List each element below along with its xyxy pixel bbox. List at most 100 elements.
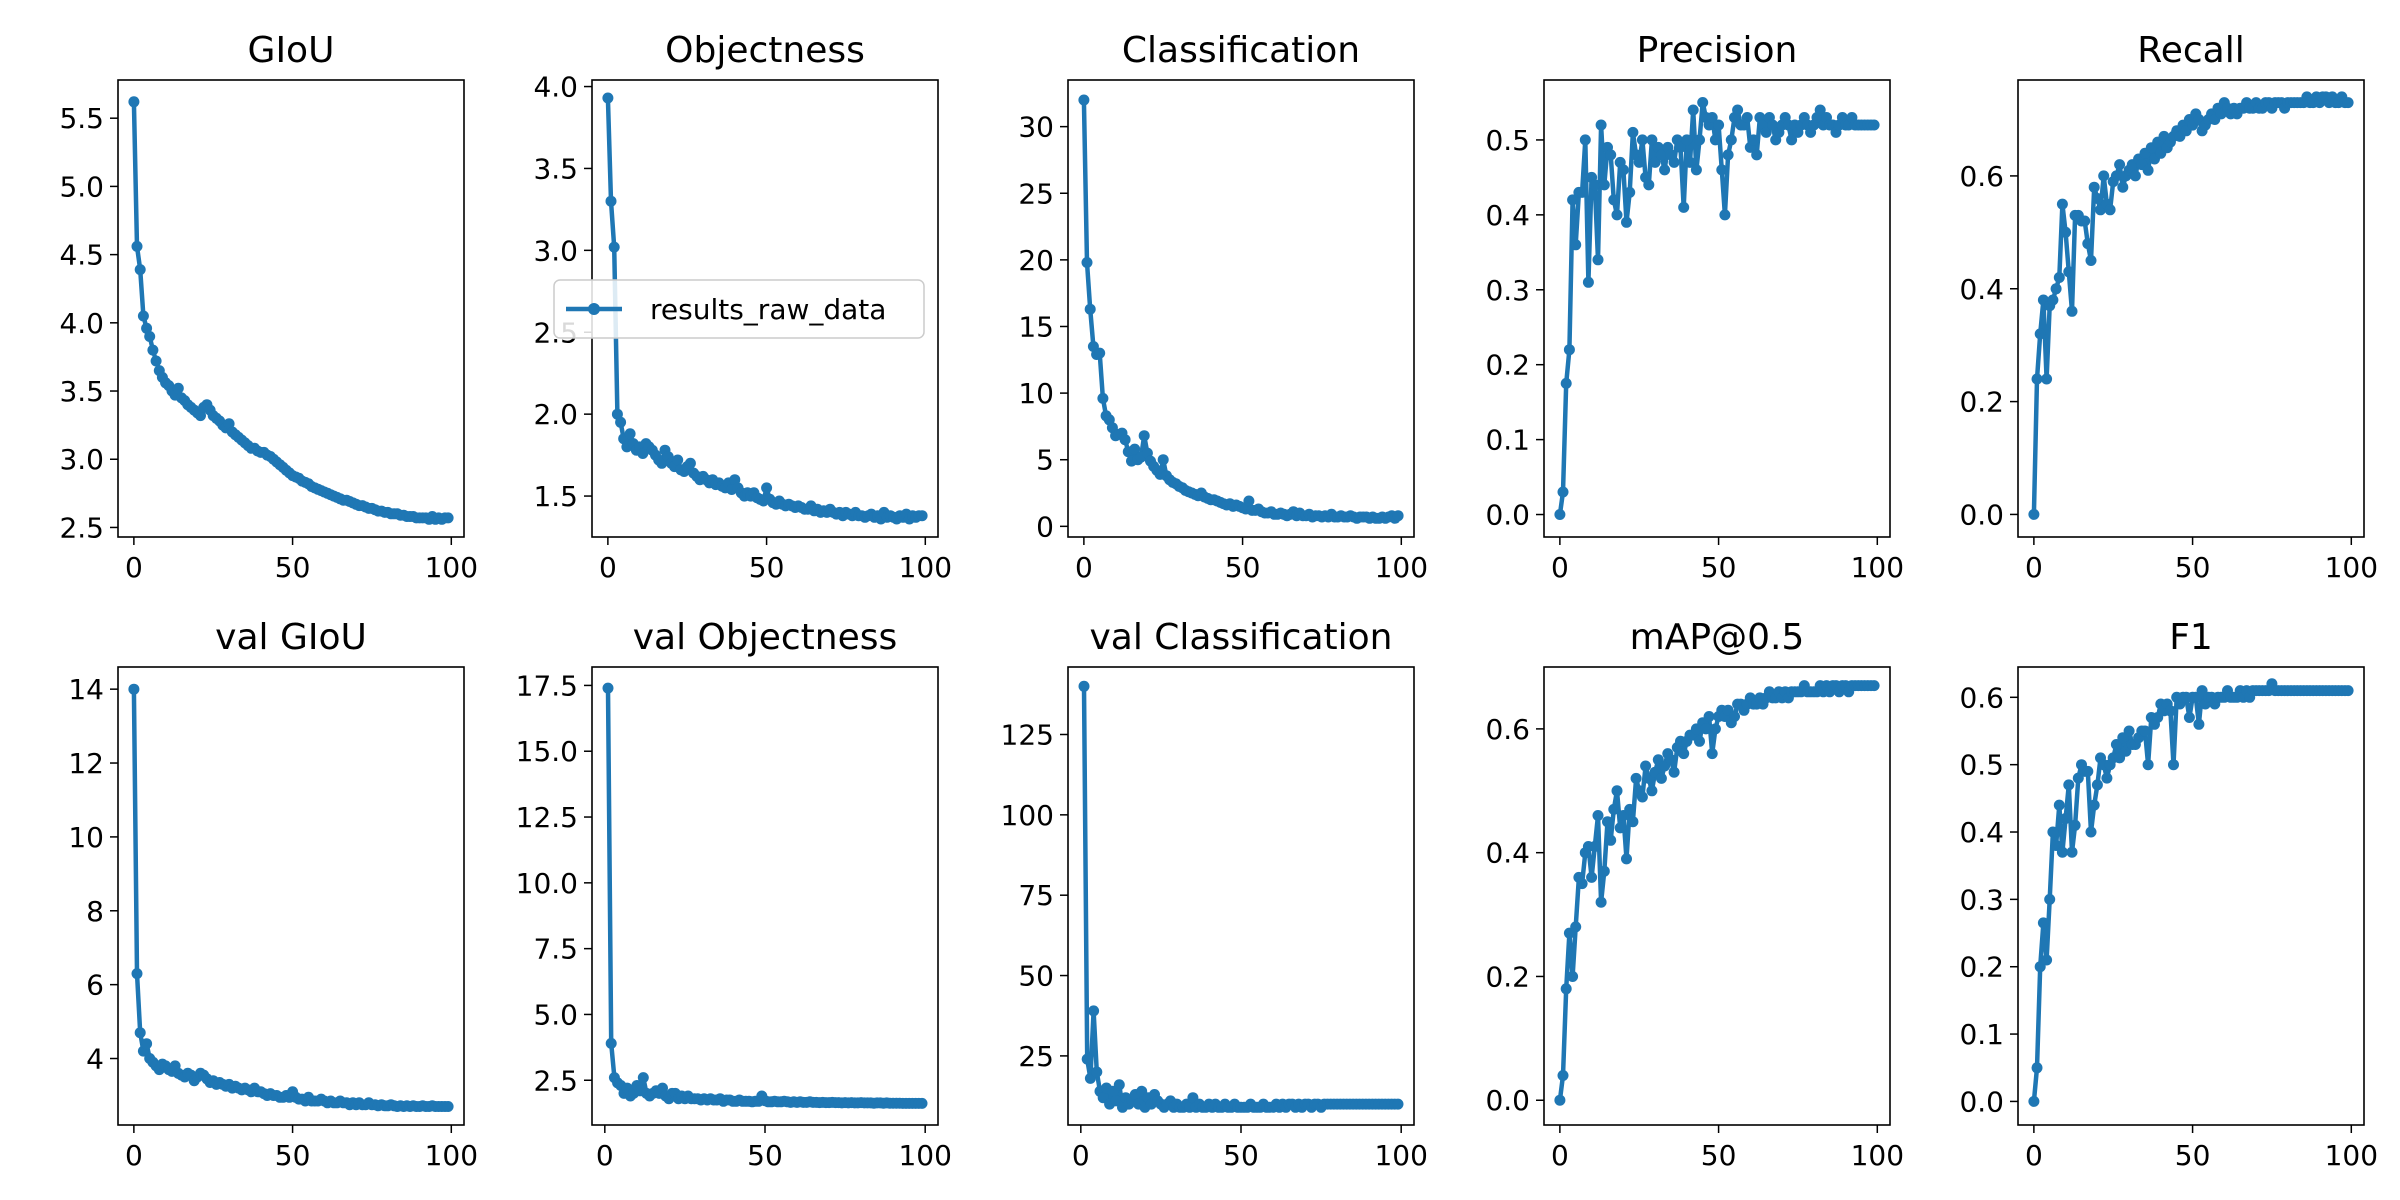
data-point — [1608, 803, 1620, 815]
data-point — [1668, 156, 1680, 168]
data-point — [172, 382, 184, 394]
y-tick-label: 4.5 — [59, 239, 104, 272]
y-tick-label: 0 — [1036, 510, 1054, 543]
y-tick-label: 0.1 — [1959, 1018, 2004, 1051]
data-point — [1129, 443, 1141, 455]
data-point — [684, 457, 696, 469]
data-point — [1725, 134, 1737, 146]
x-tick-label: 100 — [1851, 551, 1904, 584]
y-tick-label: 12.5 — [516, 801, 578, 834]
data-point — [2063, 779, 2075, 791]
data-point — [442, 1101, 454, 1112]
data-point — [2342, 97, 2354, 109]
y-tick-label: 0.1 — [1485, 424, 1530, 457]
y-tick-label: 5.5 — [59, 102, 104, 135]
legend: results_raw_data — [553, 279, 925, 339]
data-point — [1614, 822, 1626, 834]
data-point — [141, 1038, 153, 1050]
data-point — [2085, 826, 2097, 838]
y-tick-label: 3.0 — [533, 234, 578, 267]
data-point — [144, 331, 156, 342]
panel-recall: Recall 0 50 100 0.0 0.2 0.4 0.6 — [1959, 30, 2378, 584]
plot-frame — [117, 79, 465, 538]
x-tick-label: 0 — [1551, 551, 1569, 584]
data-point — [1814, 104, 1826, 116]
data-point — [1611, 209, 1623, 221]
x-tick-label: 50 — [1701, 551, 1737, 584]
data-point — [2088, 181, 2100, 193]
data-point — [2060, 813, 2072, 824]
y-tick-label: 0.2 — [1959, 951, 2004, 984]
data-point — [1084, 303, 1096, 315]
x-tick-label: 0 — [599, 551, 617, 584]
y-tick-label: 3.0 — [59, 443, 104, 476]
y-tick-label: 10.0 — [516, 867, 578, 900]
data-point — [131, 968, 143, 980]
y-tick-label: 0.6 — [1959, 681, 2004, 714]
series-line — [2031, 681, 2349, 1102]
data-point — [1595, 119, 1607, 131]
plot-frame — [117, 666, 465, 1126]
x-tick-label: 50 — [2175, 1139, 2211, 1172]
data-point — [1243, 495, 1255, 507]
y-tick-label: 2.0 — [533, 398, 578, 431]
y-tick-label: 0.3 — [1959, 883, 2004, 916]
data-point — [1633, 156, 1645, 168]
data-point — [1621, 216, 1632, 228]
x-tick-label: 100 — [1374, 1139, 1427, 1172]
data-point — [1586, 871, 1598, 883]
data-point — [2085, 255, 2097, 266]
x-tick-label: 50 — [1225, 551, 1261, 584]
y-tick-label: 0.6 — [1959, 160, 2004, 193]
data-point — [2056, 198, 2068, 210]
data-point — [2031, 1062, 2043, 1074]
y-tick-label: 7.5 — [533, 933, 578, 966]
data-point — [1655, 772, 1667, 784]
data-point — [2091, 779, 2103, 791]
data-point — [1681, 134, 1693, 146]
data-point — [2168, 759, 2179, 771]
data-point — [916, 510, 928, 522]
data-point — [2056, 846, 2068, 858]
data-point — [1392, 1098, 1404, 1110]
y-tick-label: 4.0 — [59, 307, 104, 340]
data-point — [2028, 508, 2040, 520]
panel-map-0-5: mAP@0.5 0 50 100 0.0 0.2 0.4 0.6 — [1485, 617, 1904, 1172]
data-point — [1636, 791, 1648, 803]
data-point — [1706, 748, 1718, 760]
data-point — [128, 683, 140, 695]
data-point — [605, 195, 617, 207]
data-point — [2091, 193, 2103, 204]
x-tick-label: 50 — [747, 1139, 783, 1172]
data-point — [1649, 156, 1661, 168]
y-tick-label: 20 — [1018, 244, 1054, 277]
panel-precision: Precision 0 50 100 0.0 0.1 0.2 0.3 0.4 0.5 — [1485, 30, 1904, 584]
data-point — [2041, 954, 2053, 966]
y-tick-label: 125 — [1001, 718, 1054, 751]
data-point — [1582, 276, 1594, 288]
y-tick-label: 3.5 — [533, 152, 578, 185]
data-point — [2117, 181, 2129, 193]
panel-title: Objectness — [665, 30, 865, 71]
data-point — [2060, 226, 2072, 238]
data-point — [1560, 377, 1572, 389]
plot-frame — [1067, 666, 1415, 1126]
data-point — [1627, 816, 1639, 828]
y-tick-label: 25 — [1018, 1040, 1054, 1073]
y-tick-label: 0.4 — [1485, 199, 1530, 232]
panel-val-classification: val Classification 0 50 100 25 50 75 100 125 — [1001, 617, 1428, 1172]
data-point — [2088, 799, 2100, 811]
data-point — [1687, 104, 1699, 116]
data-point — [1640, 760, 1652, 772]
data-point — [2063, 266, 2075, 278]
x-tick-label: 100 — [1851, 1139, 1904, 1172]
y-tick-label: 10 — [68, 821, 104, 854]
data-point — [2139, 725, 2151, 737]
data-point — [1113, 1079, 1125, 1091]
data-point — [672, 454, 684, 466]
y-tick-label: 25 — [1018, 177, 1054, 210]
y-tick-label: 0.0 — [1959, 498, 2004, 531]
data-point — [1716, 164, 1728, 176]
x-tick-label: 50 — [275, 1139, 311, 1172]
y-tick-label: 0.4 — [1485, 837, 1530, 870]
